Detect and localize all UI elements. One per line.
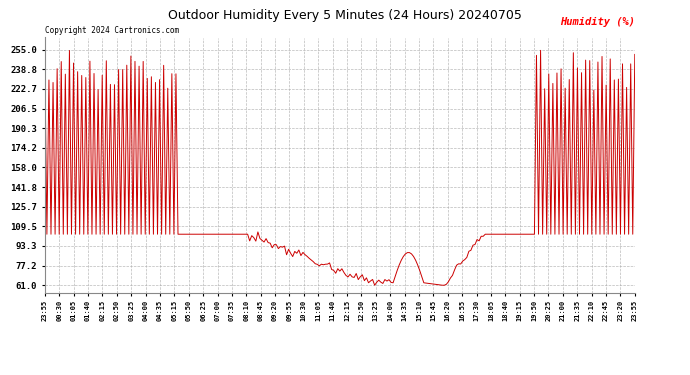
Text: Humidity (%): Humidity (%): [560, 17, 635, 27]
Text: Copyright 2024 Cartronics.com: Copyright 2024 Cartronics.com: [45, 26, 179, 35]
Text: Outdoor Humidity Every 5 Minutes (24 Hours) 20240705: Outdoor Humidity Every 5 Minutes (24 Hou…: [168, 9, 522, 22]
